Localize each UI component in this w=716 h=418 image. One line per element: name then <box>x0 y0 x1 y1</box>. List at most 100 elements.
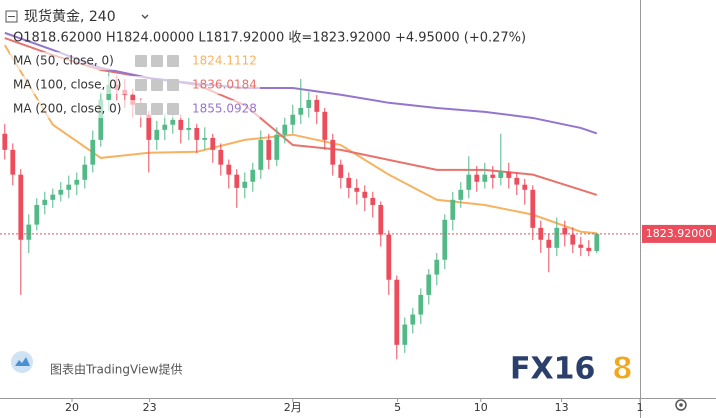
candle-body <box>586 247 592 252</box>
candle-body <box>258 139 264 170</box>
candle-body <box>442 219 448 260</box>
legend-value: 1836.0184 <box>192 78 257 92</box>
candle-body <box>2 133 8 150</box>
candle-body <box>426 274 432 295</box>
candle-body <box>514 177 520 185</box>
candle-body <box>362 191 368 198</box>
candle-body <box>146 114 152 140</box>
candle-body <box>50 194 56 200</box>
logo: FX16 <box>510 352 595 387</box>
x-tick-label: 10 <box>474 401 488 414</box>
candle-body <box>346 177 352 188</box>
x-tick-label: 5 <box>394 401 401 414</box>
x-tick-label: 23 <box>143 401 157 414</box>
candle-body <box>410 314 416 325</box>
candle-body <box>202 137 208 140</box>
legend-icon[interactable] <box>167 103 179 115</box>
candle-body <box>186 127 192 130</box>
candle-body <box>506 171 512 178</box>
candle-body <box>242 181 248 188</box>
candle-body <box>314 99 320 112</box>
legend-name: MA (200, close, 0) <box>13 102 121 116</box>
candle-body <box>18 174 24 240</box>
x-tick-label: 20 <box>65 401 79 414</box>
candle-body <box>162 124 168 130</box>
candle-body <box>578 244 584 248</box>
legend-icon[interactable] <box>151 79 163 91</box>
candle-body <box>130 94 136 105</box>
legend-icon[interactable] <box>151 103 163 115</box>
legend-value: 1855.0928 <box>192 102 257 116</box>
credit: 图表由TradingView提供 <box>50 362 183 377</box>
candle-body <box>74 179 80 185</box>
ma-line <box>3 44 597 235</box>
candle-body <box>306 99 312 108</box>
candle-body <box>218 149 224 165</box>
candle-body <box>282 124 288 135</box>
x-tick-label: 2月 <box>284 401 302 414</box>
legend-icon[interactable] <box>135 55 147 67</box>
candle-body <box>570 234 576 245</box>
candle-body <box>170 119 176 125</box>
candle-body <box>450 199 456 220</box>
candle-body <box>90 139 96 165</box>
candle-body <box>330 139 336 165</box>
candle-body <box>458 189 464 200</box>
candle-body <box>354 187 360 192</box>
legend-icon[interactable] <box>167 79 179 91</box>
x-tick-label: 13 <box>555 401 569 414</box>
candle-body <box>154 129 160 140</box>
candle-body <box>474 174 480 182</box>
candle-body <box>466 174 472 190</box>
legend-icon[interactable] <box>135 79 147 91</box>
price-tag <box>642 224 716 243</box>
candle-body <box>418 294 424 315</box>
candle-body <box>234 174 240 188</box>
legend-name: MA (100, close, 0) <box>13 78 121 92</box>
dropdown-icon[interactable] <box>141 14 149 20</box>
ma-line <box>4 37 598 196</box>
candle-body <box>338 164 344 178</box>
candle-body <box>10 149 16 175</box>
overlay: 现货黄金, 240 O1818.62000 H1824.00000 L1817.… <box>5 8 716 411</box>
legend-icon[interactable] <box>167 55 179 67</box>
candle-body <box>378 204 384 235</box>
legend-icon[interactable] <box>151 55 163 67</box>
candle-body <box>530 189 536 228</box>
candle-body <box>290 114 296 125</box>
candle-body <box>498 171 504 178</box>
candle-body <box>194 127 200 140</box>
candle-body <box>482 174 488 182</box>
candle-body <box>402 324 408 345</box>
candle-body <box>434 259 440 275</box>
candle-body <box>226 164 232 175</box>
ohlc-text: O1818.62000 H1824.00000 L1817.92000 收=18… <box>13 31 526 46</box>
legend-name: MA (50, close, 0) <box>13 54 114 68</box>
candle-body <box>546 239 552 248</box>
candle-body <box>82 164 88 180</box>
candle-body <box>370 197 376 205</box>
candle-body <box>594 233 600 251</box>
logo-eight: 8 <box>612 352 633 387</box>
collapse-icon[interactable] <box>5 10 18 23</box>
candle-body <box>58 189 64 195</box>
legend-value: 1824.1112 <box>192 54 257 68</box>
candle-body <box>66 184 72 190</box>
settings-icon[interactable] <box>675 399 687 411</box>
symbol[interactable]: 现货黄金, 240 <box>24 8 116 25</box>
candle-body <box>298 107 304 115</box>
candle-body <box>26 224 32 240</box>
candle-body <box>554 227 560 248</box>
candle-body <box>250 169 256 182</box>
candle-body <box>42 199 48 205</box>
candle-body <box>178 119 184 130</box>
candle-body <box>210 137 216 150</box>
tv-icon <box>11 351 33 373</box>
candle-body <box>394 279 400 345</box>
x-tick-label: 1 <box>637 401 644 414</box>
candle-body <box>562 227 568 235</box>
candle-body <box>490 174 496 178</box>
legend-icon[interactable] <box>135 103 147 115</box>
candle-body <box>386 234 392 280</box>
